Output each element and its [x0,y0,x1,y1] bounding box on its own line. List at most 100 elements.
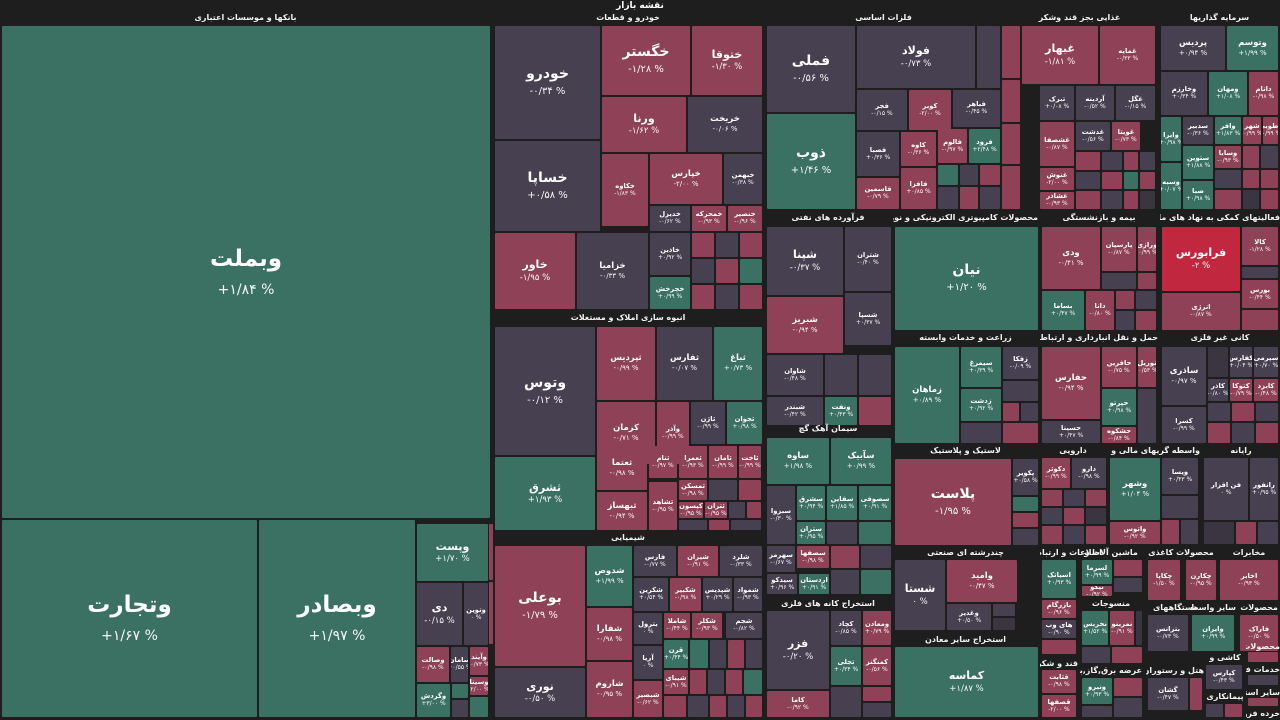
tile-ghazayi-f25[interactable] [1140,191,1155,209]
tile-shimi-شمواد[interactable]: شمواد -۰/۹۳ % [734,578,762,611]
tile-kani-کتوکا[interactable]: کتوکا -۰/۷۹ % [1230,379,1252,401]
tile-felezat-فملی[interactable]: فملی -۰/۵۶ % [767,26,855,112]
tile-ghazayi-f3[interactable] [1002,80,1020,122]
tile-shimi-شپدیس[interactable]: شپدیس +۰/۲۹ % [703,578,732,611]
tile-ghazayi-f18[interactable] [1076,172,1100,189]
tile-mansujat-f3[interactable] [1082,647,1110,663]
tile-anbuh-ثپردیس[interactable]: ثپردیس -۰/۹۹ % [597,327,655,400]
tile-naft-f7[interactable] [825,355,857,395]
tile-mashin-تیکو[interactable]: تیکو -۰/۹۲ % [1082,586,1112,596]
tile-ghazayi-غشصفا[interactable]: غشصفا -۰/۸۷ % [1040,122,1074,166]
tile-shimi-f32[interactable] [746,696,762,717]
tile-mokhaberat-اخابر[interactable]: اخابر -۰/۹۳ % [1220,560,1278,600]
tile-darui-f2[interactable] [1042,490,1062,506]
tile-bimeh-بساما[interactable]: بساما +۰/۴۷ % [1042,291,1084,330]
tile-banks-وصالت[interactable]: وصالت -۰/۹۸ % [417,647,449,682]
tile-banks-سامان[interactable]: سامان+۰/۵۵ % [451,647,468,682]
tile-komaki-f5[interactable] [1242,310,1278,330]
tile-peymankari-f0[interactable] [1206,704,1223,717]
tile-siman-اردستان[interactable]: اردستان +۰/۹۱ % [799,574,829,594]
tile-felezat-f14[interactable] [960,165,978,185]
tile-mashin-لسرما[interactable]: لسرما +۰/۹۹ % [1082,560,1112,584]
tile-ghand-قثابت[interactable]: قثابت -۰/۹۸ % [1042,670,1076,693]
tile-anbuh-ثعمرا[interactable]: ثعمرا -۰/۹۳ % [679,446,707,478]
tile-ghazayi-غمایه[interactable]: غمایه -۰/۳۳ % [1100,26,1155,84]
tile-siman-f16[interactable] [861,570,891,594]
tile-felezat-فجر[interactable]: فجر -۰/۱۵ % [857,90,907,130]
tile-zeraat-زفکا[interactable]: زفکا -۰/۰۹ % [1003,347,1038,379]
tile-shimi-شفارا[interactable]: شفارا -۰/۹۸ % [587,608,632,660]
tile-khodro-f16[interactable] [692,233,714,257]
tile-chand-f4[interactable] [993,618,1015,630]
tile-kani-f7[interactable] [1208,347,1228,377]
tile-shimi-شکلر[interactable]: شکلر -۰/۹۳ % [692,613,722,638]
tile-siman-f13[interactable] [831,546,859,568]
tile-komaki-بورس[interactable]: بورس -۰/۴۴ % [1242,280,1278,308]
tile-shimi-قرن[interactable]: قرن +۰/۴۴ % [664,640,688,668]
tile-ghazayi-آردینه[interactable]: آردینه -۰/۵۲ % [1076,86,1114,120]
tile-banks-دی[interactable]: دی -۰/۱۵ % [417,583,462,645]
tile-kani-سپرمی[interactable]: سپرمی +۰/۷۰ % [1254,347,1278,377]
tile-haml-حسینا[interactable]: حسینا +۰/۴۷ % [1042,421,1100,443]
tile-khodro-f17[interactable] [716,233,738,257]
tile-kani-ساذری[interactable]: ساذری -۰/۹۷ % [1162,347,1206,405]
tile-kani-کاذر[interactable]: کاذر -۰/۸۰ % [1208,379,1228,401]
tile-siman-سصوفی[interactable]: سصوفی +۰/۹۱ % [859,486,891,520]
tile-ghazayi-غبهار[interactable]: غبهار -۱/۸۱ % [1022,26,1098,84]
tile-shimi-شکرین[interactable]: شکرین +۰/۵۴ % [634,578,668,611]
tile-sarmayeh-وافر[interactable]: وافر +۱/۸۳ % [1215,117,1241,144]
tile-shimi-f23[interactable] [746,640,762,668]
tile-anbuh-ثشاهد[interactable]: ثشاهد -۰/۹۵ % [649,482,677,530]
tile-felezat-فصبا[interactable]: فصبا +۰/۳۶ % [857,132,899,176]
tile-darui-دارو[interactable]: دارو -۰/۹۸ % [1072,458,1106,488]
tile-haml-حافرین[interactable]: حافرین -۰/۷۵ % [1102,347,1136,387]
tile-estekhraj-felezi-f7[interactable] [863,687,891,701]
tile-felezat-فالوم[interactable]: فالوم -۰/۹۷ % [938,129,967,163]
tile-ghazayi-f4[interactable] [1002,124,1020,164]
tile-zeraat-زدشت[interactable]: زدشت +۰/۹۲ % [961,389,1001,421]
tile-darui-f9[interactable] [1064,526,1084,544]
tile-kani-f11[interactable] [1208,423,1230,443]
tile-khodro-f23[interactable] [716,285,738,309]
tile-khodro-خزامیا[interactable]: خزامیا -۰/۳۳ % [577,233,648,309]
tile-khodro-ورنا[interactable]: ورنا -۱/۶۲ % [602,97,686,152]
tile-khodro-خاذین[interactable]: خاذین +۰/۹۲ % [650,233,690,275]
tile-sarmayeh-داتام[interactable]: داتام -۰/۹۸ % [1249,72,1278,115]
tile-shimi-f26[interactable] [726,670,742,694]
tile-kani-f9[interactable] [1232,403,1254,421]
tile-khodro-خاور[interactable]: خاور -۱/۹۵ % [495,233,575,309]
tile-siman-f11[interactable] [827,522,857,544]
tile-shimi-شدوص[interactable]: شدوص +۱/۹۹ % [587,546,632,606]
tile-shimi-f29[interactable] [688,696,708,717]
tile-estekhraj-felezi-فزر[interactable]: فزر -۰/۲۰ % [767,611,829,689]
tile-sarmayeh-f17[interactable] [1243,170,1259,188]
tile-shimi-نوری[interactable]: نوری -۰/۵۰ % [495,668,585,717]
tile-anbuh-f23[interactable] [679,520,707,530]
tile-naft-شسپا[interactable]: شسپا +۰/۳۷ % [845,293,891,345]
tile-naft-شتران[interactable]: شتران -۰/۴۰ % [845,227,891,291]
tile-ghazayi-f21[interactable] [1140,172,1155,189]
tile-shimi-شاملا[interactable]: شاملا -۰/۴۴ % [664,613,690,638]
tile-vasete-f5[interactable] [1181,520,1198,544]
tile-estekhraj-felezi-کچاد[interactable]: کچاد -۰/۸۵ % [831,611,861,645]
tile-kani-کسرا[interactable]: کسرا -۰/۹۹ % [1162,407,1206,443]
tile-ettelaat-های وب[interactable]: های وب -۰/۹۰ % [1042,620,1076,638]
tile-siman-f14[interactable] [861,546,891,568]
tile-lastik-پکویر[interactable]: پکویر +۰/۵۸ % [1013,459,1038,495]
tile-bargh-f3[interactable] [1114,698,1142,717]
tile-khodro-f20[interactable] [716,259,738,283]
tile-shimi-بوعلی[interactable]: بوعلی -۱/۷۹ % [495,546,585,666]
tile-siman-سآبیک[interactable]: سآبیک +۰/۹۹ % [831,438,891,484]
tile-mahsulat-felezi-فاراک[interactable]: فاراک -۰/۵۰ % [1240,615,1278,651]
tile-zeraat-f6[interactable] [1021,403,1038,421]
tile-sarmayeh-سدبیر[interactable]: سدبیر -۰/۳۶ % [1183,117,1213,144]
tile-darui-f8[interactable] [1042,526,1062,544]
tile-sarmayeh-شهر[interactable]: شهر-۰/۹۹ % [1243,117,1261,144]
tile-anbuh-ثنام[interactable]: ثنام -۰/۹۷ % [649,446,677,478]
tile-vasete-f4[interactable] [1162,520,1179,544]
tile-bimeh-f5[interactable] [1102,273,1136,289]
tile-zeraat-f4[interactable] [1003,381,1038,401]
tile-kani-f8[interactable] [1208,403,1230,421]
tile-mashin-f2[interactable] [1114,560,1142,576]
tile-sarmayeh-وسایا[interactable]: وسایا -۰/۹۳ % [1215,146,1241,168]
